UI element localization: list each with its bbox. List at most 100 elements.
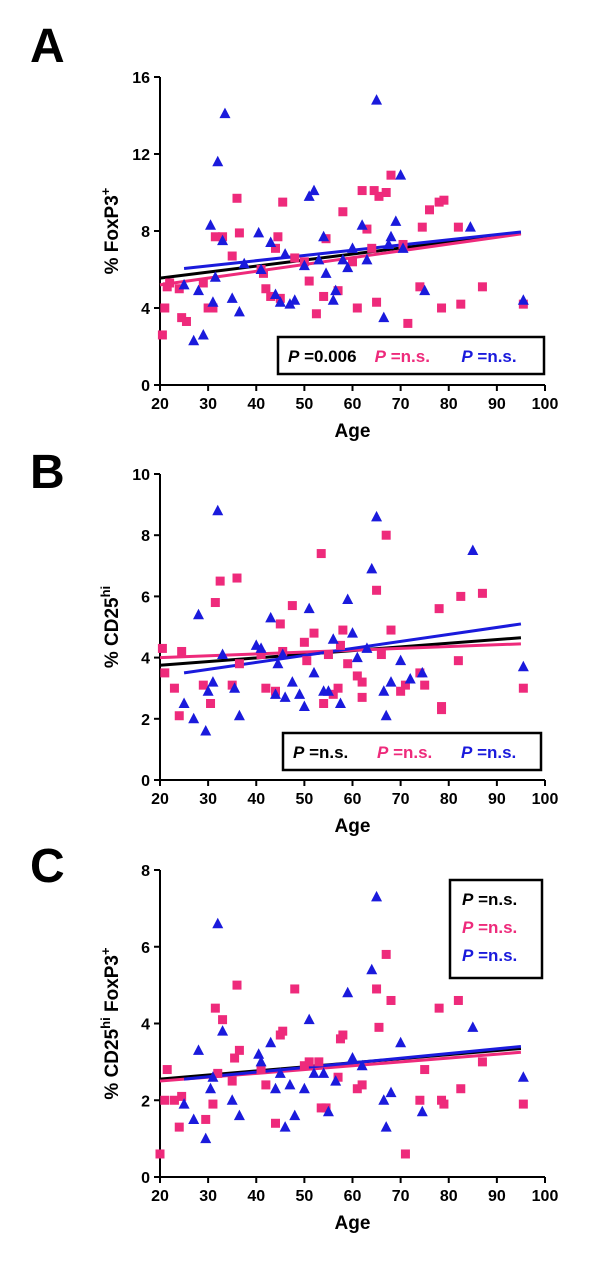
y-axis-label: % CD25hi FoxP3+: [98, 947, 123, 1100]
data-point-female: [357, 692, 367, 702]
data-point-female: [271, 1118, 280, 1128]
x-tick-label: 70: [392, 791, 410, 808]
data-point-male: [279, 691, 291, 702]
data-point-female: [177, 646, 187, 656]
data-point-female: [357, 677, 367, 687]
data-point-male: [207, 296, 219, 307]
data-point-male: [289, 1109, 301, 1121]
data-point-male: [272, 657, 284, 669]
data-point-male: [356, 1059, 368, 1071]
data-point-female: [477, 282, 487, 292]
data-point-male: [334, 697, 346, 708]
data-point-male: [286, 676, 298, 687]
x-tick-label: 80: [440, 791, 458, 808]
data-point-male: [279, 248, 291, 259]
data-point-male: [366, 562, 378, 574]
data-point-female: [372, 297, 382, 307]
data-point-male: [226, 1094, 238, 1105]
data-point-female: [316, 549, 326, 559]
data-point-female: [456, 591, 466, 601]
data-point-male: [205, 219, 217, 230]
data-point-female: [439, 1099, 449, 1109]
data-point-female: [157, 643, 167, 653]
data-point-female: [439, 195, 449, 205]
data-point-female: [319, 291, 329, 301]
y-tick-label: 4: [141, 1017, 150, 1034]
data-point-male: [356, 219, 368, 230]
y-tick-label: 10: [132, 467, 150, 484]
data-point-female: [304, 276, 314, 286]
data-point-male: [303, 1013, 315, 1025]
data-point-female: [518, 683, 528, 693]
x-tick-label: 100: [532, 1188, 559, 1205]
data-point-male: [303, 190, 315, 201]
data-point-male: [342, 261, 354, 273]
data-point-male: [397, 242, 409, 253]
data-point-female: [198, 680, 208, 690]
data-point-male: [219, 107, 231, 119]
data-point-male: [342, 986, 354, 998]
data-point-male: [255, 1055, 267, 1067]
data-point-male: [380, 1121, 392, 1132]
data-point-male: [347, 1052, 358, 1063]
data-point-female: [396, 686, 406, 696]
data-point-male: [416, 666, 428, 678]
data-point-female: [311, 309, 321, 319]
data-point-female: [232, 193, 242, 203]
data-point-female: [203, 303, 213, 313]
data-point-male: [197, 328, 209, 340]
data-point-male: [318, 1067, 330, 1078]
data-point-female: [386, 625, 396, 635]
data-point-male: [378, 1094, 390, 1105]
data-point-female: [215, 576, 225, 586]
data-point-female: [208, 1099, 218, 1109]
x-tick-label: 60: [344, 1188, 362, 1205]
data-point-female: [210, 232, 220, 242]
x-tick-label: 30: [199, 1188, 217, 1205]
data-point-male: [347, 627, 358, 638]
data-point-female: [169, 1095, 179, 1105]
x-tick-label: 90: [488, 791, 506, 808]
data-point-female: [369, 186, 379, 196]
legend-entry: P =n.s.: [293, 743, 348, 762]
data-point-male: [298, 1082, 310, 1094]
data-point-male: [270, 688, 281, 699]
data-point-female: [299, 1061, 309, 1071]
data-point-male: [371, 890, 383, 902]
data-point-female: [434, 197, 444, 207]
x-tick-label: 100: [532, 396, 559, 413]
y-tick-label: 4: [141, 651, 150, 668]
y-tick-label: 8: [141, 528, 150, 545]
data-point-female: [335, 640, 345, 650]
data-point-female: [415, 1095, 425, 1105]
data-point-female: [162, 1065, 172, 1075]
data-point-female: [261, 284, 271, 294]
data-point-female: [415, 282, 425, 292]
data-point-female: [425, 205, 434, 215]
data-point-male: [371, 510, 383, 522]
data-point-female: [328, 689, 338, 699]
data-point-female: [434, 1003, 444, 1013]
data-point-male: [188, 334, 200, 346]
data-point-female: [218, 1015, 228, 1025]
data-point-male: [378, 311, 390, 323]
data-point-female: [357, 186, 367, 196]
x-tick-label: 80: [440, 1188, 458, 1205]
data-point-female: [227, 680, 237, 690]
data-point-female: [352, 303, 362, 313]
data-point-female: [304, 1057, 314, 1067]
data-point-male: [395, 1036, 407, 1048]
data-point-female: [453, 656, 463, 666]
x-tick-label: 70: [392, 1188, 410, 1205]
data-point-female: [338, 207, 348, 217]
data-point-female: [374, 1022, 384, 1032]
data-point-female: [261, 1080, 271, 1090]
data-point-female: [434, 604, 444, 614]
data-point-female: [287, 601, 297, 611]
data-point-female: [316, 1103, 326, 1113]
data-point-female: [302, 656, 312, 666]
data-point-female: [321, 1103, 331, 1113]
regression-line-all: [159, 231, 522, 280]
data-point-male: [385, 230, 397, 242]
